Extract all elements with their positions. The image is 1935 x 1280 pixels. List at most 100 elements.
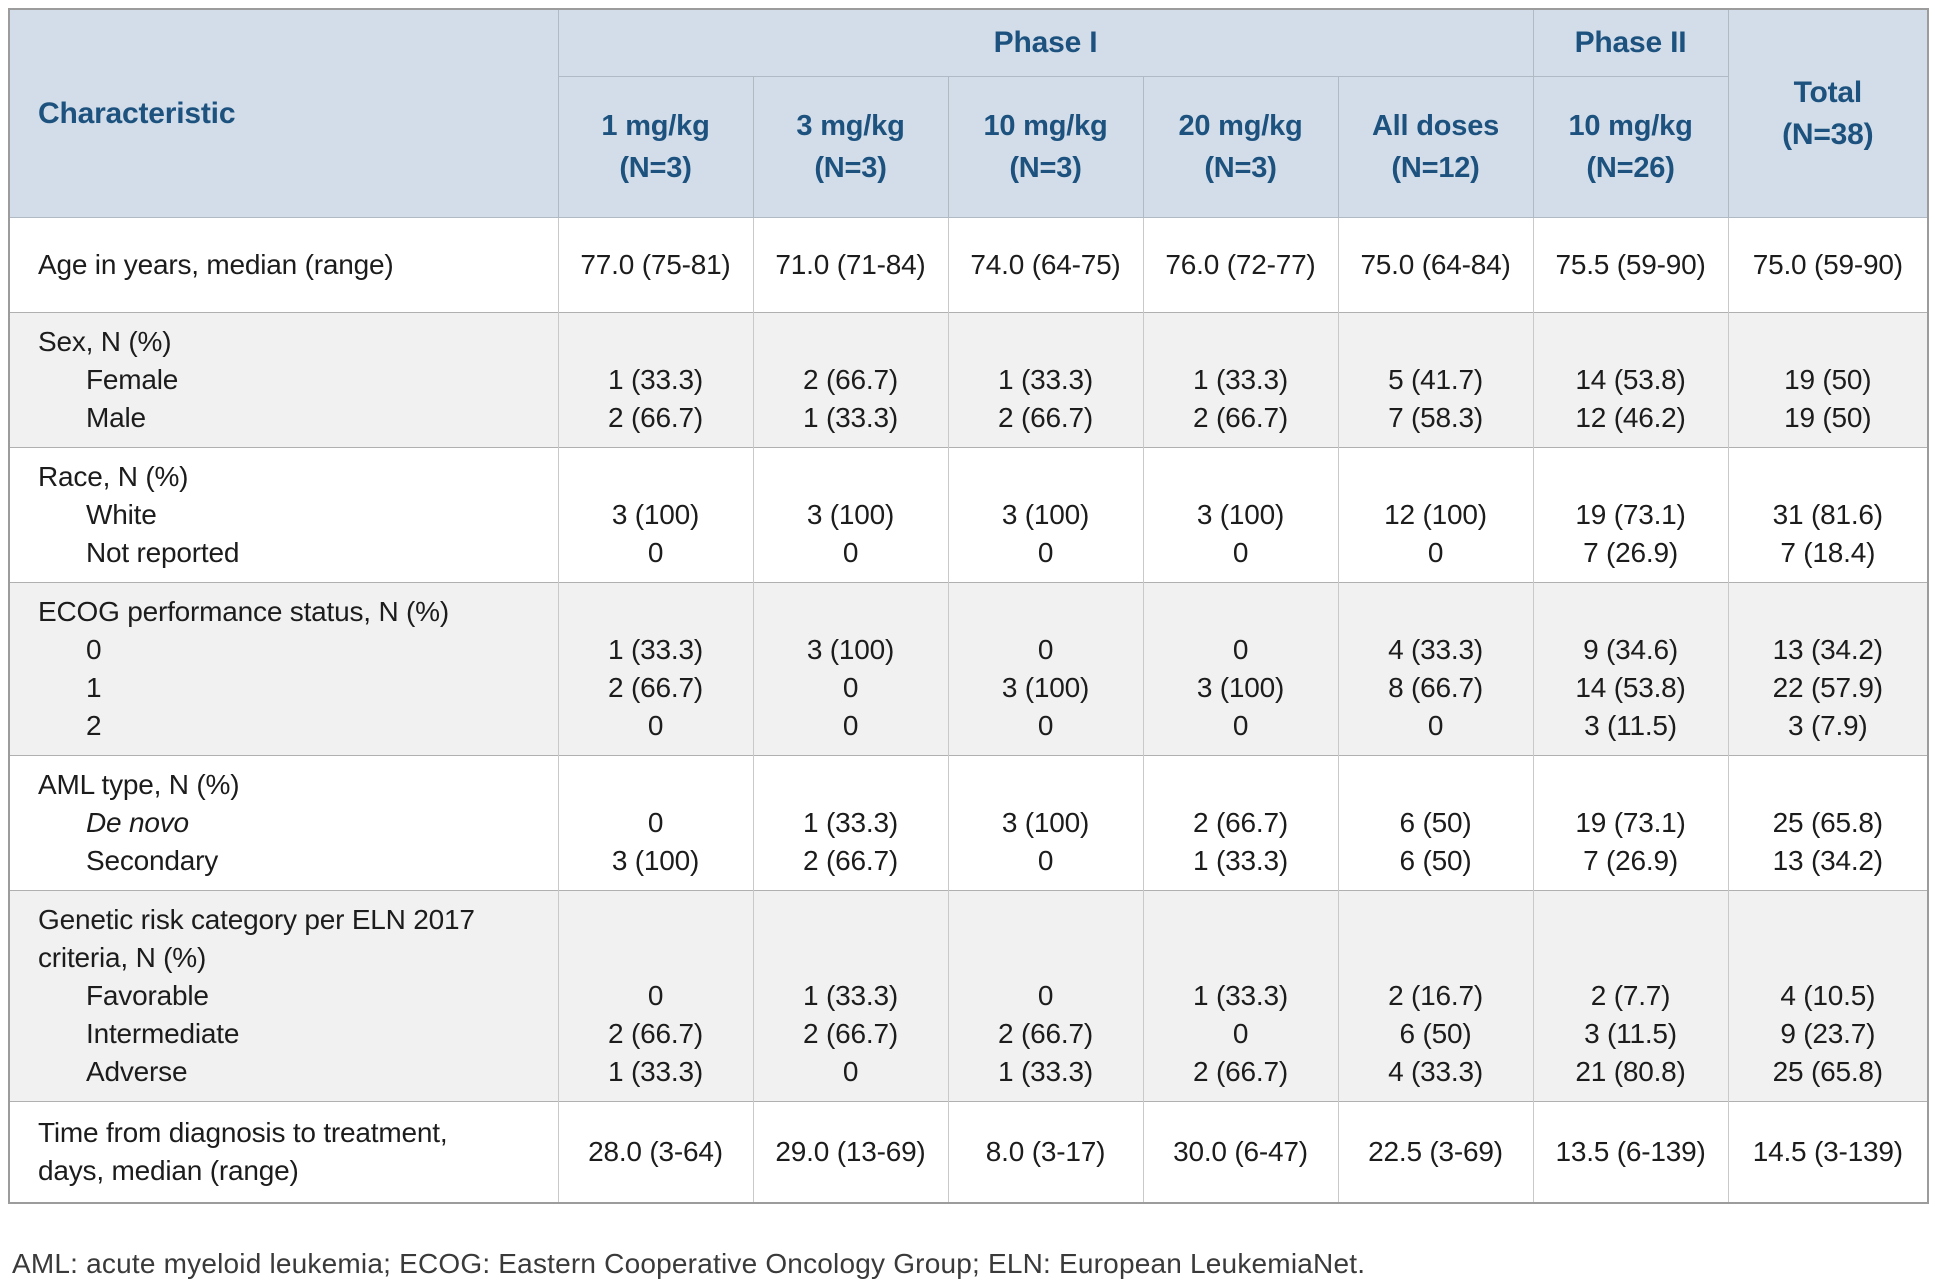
row-label-line: Genetic risk category per ELN 2017 (38, 904, 475, 935)
table-row: Age in years, median (range) 77.0 (75-81)… (8, 217, 1929, 313)
value-cell: 29.0 (13-69) (752, 1101, 949, 1203)
value: 0 (1232, 710, 1249, 741)
value: 0 (647, 537, 664, 568)
spacer (1730, 766, 1927, 804)
value: 7 (26.9) (1583, 537, 1678, 568)
value-cell: 1 (33.3) 2 (66.7) (947, 312, 1144, 448)
spacer (950, 901, 1142, 977)
value: 2 (66.7) (1193, 1056, 1288, 1087)
value: 3 (11.5) (1584, 710, 1677, 741)
value-cell: 14 (53.8) 12 (46.2) (1532, 312, 1729, 448)
value: 3 (100) (1001, 672, 1090, 703)
value-cell: 3 (100) 0 (1142, 447, 1339, 583)
value: 0 (1037, 537, 1054, 568)
value: 2 (66.7) (998, 1018, 1093, 1049)
value: 0 (1037, 980, 1054, 1011)
spacer (1145, 593, 1337, 631)
value: 3 (100) (1196, 672, 1285, 703)
value: 22 (57.9) (1772, 672, 1883, 703)
value: 1 (33.3) (1193, 845, 1288, 876)
value: 3 (100) (1001, 807, 1090, 838)
spacer (1145, 901, 1337, 977)
value: 7 (18.4) (1780, 537, 1876, 568)
value: 8 (66.7) (1388, 672, 1483, 703)
value: 1 (33.3) (803, 980, 898, 1011)
value: 2 (16.7) (1388, 980, 1483, 1011)
value-cell: 31 (81.6) 7 (18.4) (1727, 447, 1929, 583)
dose-header-n: (N=26) (1586, 152, 1675, 184)
value-cell: 74.0 (64-75) (947, 217, 1144, 313)
spacer (560, 901, 752, 977)
value: 9 (23.7) (1780, 1018, 1876, 1049)
value-cell: 1 (33.3) 2 (66.7) 0 (752, 890, 949, 1102)
phase2-header-cell: Phase II (1532, 8, 1729, 77)
value-cell: 19 (73.1) 7 (26.9) (1532, 447, 1729, 583)
dose-header-cell: 20 mg/kg (N=3) (1142, 76, 1339, 218)
value: 4 (33.3) (1388, 634, 1483, 665)
page: Characteristic Phase I Phase II Total (N… (8, 8, 1930, 1279)
spacer (755, 901, 947, 977)
value: 1 (33.3) (608, 364, 703, 395)
value: 2 (66.7) (803, 845, 898, 876)
spacer (1145, 458, 1337, 496)
value-cell: 0 3 (100) 0 (947, 582, 1144, 756)
row-label-cell: Age in years, median (range) (8, 217, 559, 313)
value: 2 (66.7) (608, 402, 703, 433)
value: 1 (33.3) (998, 1056, 1093, 1087)
row-label-line: Race, N (%) (38, 461, 189, 492)
total-header-n: (N=38) (1782, 117, 1874, 151)
value: 0 (1232, 537, 1249, 568)
dose-header-n: (N=3) (1009, 152, 1082, 184)
value: 0 (1037, 634, 1054, 665)
dose-header-label: 10 mg/kg (983, 110, 1108, 142)
value-cell: 6 (50) 6 (50) (1337, 755, 1534, 891)
spacer (1730, 458, 1927, 496)
dose-header-label: All doses (1371, 110, 1500, 142)
value-cell: 1 (33.3) 2 (66.7) (752, 755, 949, 891)
table-row: AML type, N (%) De novo Secondary 0 3 (100) 1… (8, 755, 1929, 891)
value: 2 (66.7) (1193, 807, 1288, 838)
value: 3 (100) (806, 634, 895, 665)
sub-row-label: Adverse (86, 1056, 188, 1087)
spacer (1730, 593, 1927, 631)
value: 0 (1232, 634, 1249, 665)
value: 0 (1427, 710, 1444, 741)
value: 2 (66.7) (998, 402, 1093, 433)
dose-header-cell: 1 mg/kg (N=3) (557, 76, 754, 218)
value: 14 (53.8) (1575, 672, 1686, 703)
row-label-line: Sex, N (%) (38, 326, 172, 357)
value-cell: 19 (73.1) 7 (26.9) (1532, 755, 1729, 891)
value: 25 (65.8) (1772, 1056, 1883, 1087)
value-cell: 71.0 (71-84) (752, 217, 949, 313)
value: 21 (80.8) (1575, 1056, 1686, 1087)
row-label-cell: Time from diagnosis to treatment, days, m… (8, 1101, 559, 1203)
value-cell: 3 (100) 0 (947, 447, 1144, 583)
table-row: Time from diagnosis to treatment, days, m… (8, 1101, 1929, 1203)
value: 7 (58.3) (1388, 402, 1483, 433)
value-cell: 0 2 (66.7) 1 (33.3) (557, 890, 754, 1102)
value: 0 (1037, 845, 1054, 876)
sub-row-label: 0 (86, 634, 102, 665)
row-label-cell: Race, N (%) White Not reported (8, 447, 559, 583)
row-label-cell: Sex, N (%) Female Male (8, 312, 559, 448)
value: 4 (10.5) (1780, 980, 1876, 1011)
value-cell: 14.5 (3-139) (1727, 1101, 1929, 1203)
value: 0 (647, 807, 664, 838)
spacer (950, 766, 1142, 804)
value-cell: 9 (34.6) 14 (53.8) 3 (11.5) (1532, 582, 1729, 756)
value-cell: 75.0 (59-90) (1727, 217, 1929, 313)
value: 13 (34.2) (1772, 845, 1883, 876)
value: 9 (34.6) (1583, 634, 1678, 665)
value-cell: 3 (100) 0 (947, 755, 1144, 891)
value: 19 (73.1) (1575, 499, 1686, 530)
group-header-row: Characteristic Phase I Phase II Total (N… (8, 8, 1929, 218)
spacer (755, 323, 947, 361)
row-label-cell: Genetic risk category per ELN 2017 criter… (8, 890, 559, 1102)
value: 4 (33.3) (1388, 1056, 1483, 1087)
spacer (755, 766, 947, 804)
value-cell: 0 3 (100) (557, 755, 754, 891)
row-label-line: criteria, N (%) (38, 942, 207, 973)
row-label-cell: AML type, N (%) De novo Secondary (8, 755, 559, 891)
value: 1 (33.3) (803, 402, 898, 433)
value: 1 (33.3) (608, 634, 703, 665)
